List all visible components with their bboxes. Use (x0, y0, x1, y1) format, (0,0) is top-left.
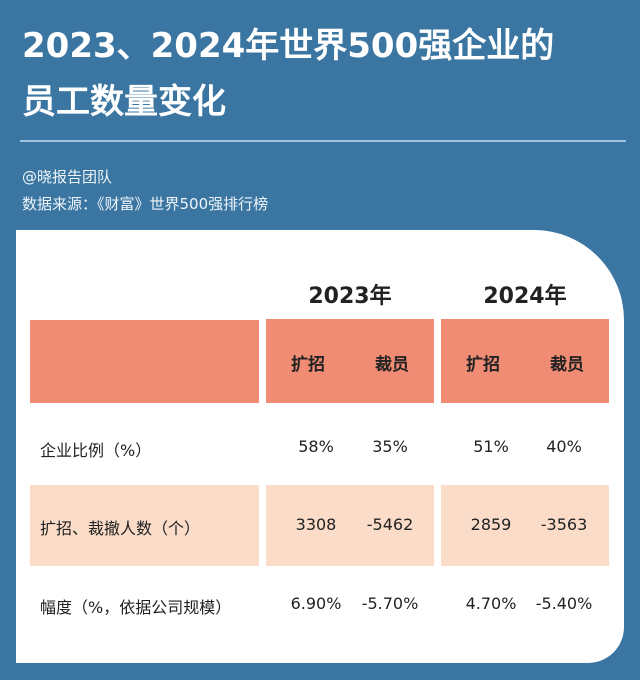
row-label: 扩招、裁撤人数（个） (40, 519, 201, 538)
subheader: 裁员 (550, 355, 584, 375)
year-header-2023: 2023年 (308, 284, 392, 309)
title-line-2: 员工数量变化 (22, 82, 226, 122)
author: @晓报告团队 (22, 168, 113, 186)
table-cell: -5.70% (361, 594, 419, 613)
row-bg (266, 485, 434, 566)
divider (20, 140, 626, 142)
header-cell-label (30, 320, 259, 403)
header-cell-2023 (266, 319, 434, 403)
page-title: 2023、2024年世界500强企业的 员工数量变化 (22, 18, 632, 130)
table-cell: 35% (372, 437, 408, 456)
table-cell: -5.40% (535, 594, 593, 613)
row-label: 幅度（%，依据公司规模） (40, 598, 232, 617)
table-cell: 40% (546, 437, 582, 456)
table-cell: 2859 (470, 515, 512, 534)
subheader: 扩招 (466, 355, 500, 375)
header-cell-2024 (441, 319, 609, 403)
table-panel (16, 230, 624, 663)
row-bg (30, 485, 259, 566)
year-header-2024: 2024年 (483, 284, 567, 309)
table-cell: 58% (298, 437, 334, 456)
table-cell: -5462 (366, 515, 414, 534)
source: 数据来源：《财富》世界500强排行榜 (22, 195, 269, 213)
subheader: 裁员 (375, 355, 409, 375)
table-cell: 6.90% (290, 594, 342, 613)
title-line-1: 2023、2024年世界500强企业的 (22, 26, 555, 66)
row-bg (441, 485, 609, 566)
table-cell: 4.70% (465, 594, 517, 613)
table-cell: -3563 (540, 515, 588, 534)
row-label: 企业比例（%） (40, 441, 152, 460)
table-cell: 51% (473, 437, 509, 456)
table-cell: 3308 (295, 515, 337, 534)
subheader: 扩招 (291, 355, 325, 375)
